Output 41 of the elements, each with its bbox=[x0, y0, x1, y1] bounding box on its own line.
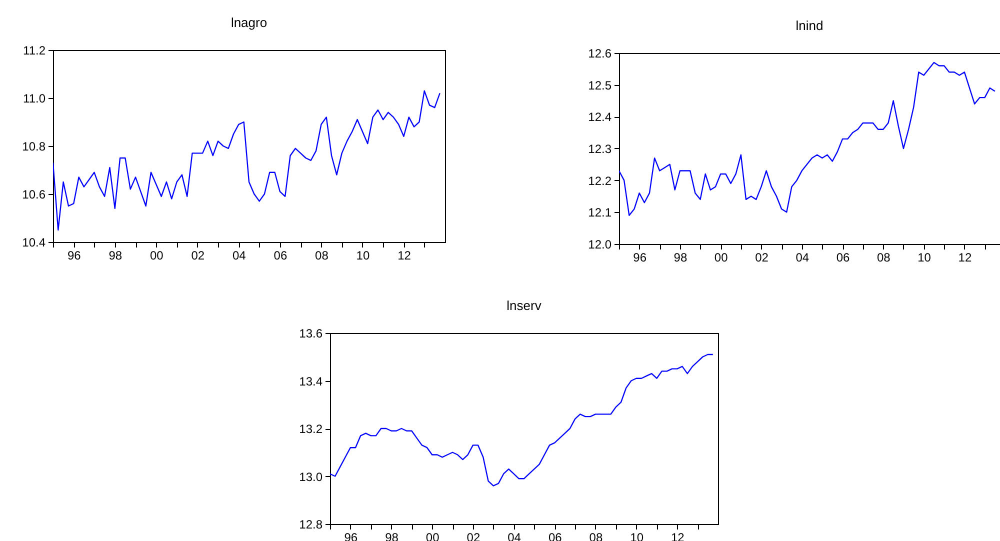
x-tick-label: 04 bbox=[232, 248, 246, 262]
x-tick-label: 02 bbox=[191, 248, 205, 262]
x-tick-label: 08 bbox=[876, 250, 891, 264]
y-tick-label: 13.2 bbox=[299, 422, 323, 436]
x-tick-label: 06 bbox=[836, 250, 850, 264]
y-tick-label: 11.0 bbox=[23, 92, 46, 106]
y-tick-label: 12.1 bbox=[588, 206, 612, 220]
line-series bbox=[53, 90, 440, 231]
line-series bbox=[619, 62, 996, 216]
x-tick-label: 98 bbox=[674, 250, 688, 264]
line-series bbox=[330, 354, 714, 486]
chart-title: lnagro bbox=[230, 15, 268, 30]
y-tick-label: 12.4 bbox=[588, 110, 612, 124]
y-tick-label: 11.2 bbox=[23, 44, 46, 58]
x-tick-label: 12 bbox=[958, 250, 972, 264]
x-tick-label: 00 bbox=[150, 248, 164, 262]
y-tick-label: 12.5 bbox=[588, 78, 612, 92]
y-tick-label: 12.2 bbox=[588, 174, 612, 188]
y-tick-label: 12.3 bbox=[588, 142, 612, 156]
y-tick-label: 13.6 bbox=[299, 326, 323, 340]
x-tick-label: 98 bbox=[108, 248, 122, 262]
x-tick-label: 96 bbox=[633, 250, 647, 264]
x-tick-label: 00 bbox=[714, 250, 728, 264]
chart-title: lnind bbox=[796, 18, 824, 33]
y-tick-label: 13.0 bbox=[299, 470, 323, 484]
x-tick-label: 02 bbox=[755, 250, 769, 264]
y-tick-label: 12.0 bbox=[588, 238, 612, 252]
y-tick-label: 12.6 bbox=[588, 46, 612, 60]
x-tick-label: 10 bbox=[918, 250, 932, 264]
y-tick-label: 12.8 bbox=[299, 518, 323, 532]
x-tick-label: 08 bbox=[315, 248, 329, 262]
y-tick-label: 10.6 bbox=[22, 188, 46, 202]
x-tick-label: 04 bbox=[796, 250, 810, 264]
x-tick-label: 06 bbox=[274, 248, 288, 262]
y-tick-label: 10.4 bbox=[22, 236, 46, 250]
x-tick-label: 12 bbox=[398, 248, 412, 262]
x-tick-label: 10 bbox=[356, 248, 370, 262]
chart-title: lnserv bbox=[506, 298, 542, 313]
y-tick-label: 13.4 bbox=[299, 374, 323, 388]
x-tick-label: 96 bbox=[67, 248, 82, 262]
y-tick-label: 10.8 bbox=[22, 140, 46, 154]
